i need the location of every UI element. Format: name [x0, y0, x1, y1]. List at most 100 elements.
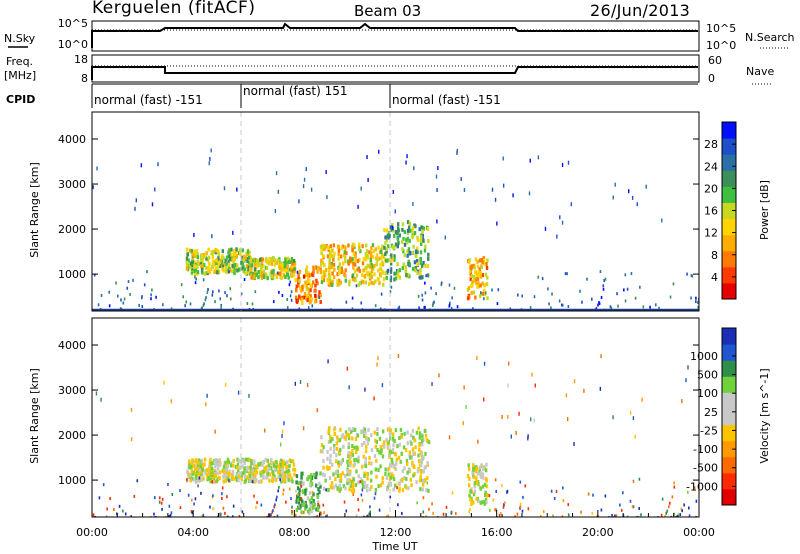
scatter-cell [370, 269, 374, 274]
noise-cell [212, 494, 214, 498]
scatter-cell [208, 261, 211, 266]
scatter-cell [241, 260, 244, 265]
scatter-cell [479, 486, 482, 491]
scatter-cell [268, 466, 271, 471]
scatter-cell [361, 479, 364, 484]
scatter-cell [374, 438, 377, 443]
freq-line [91, 66, 698, 80]
ground-line [92, 308, 699, 311]
scatter-cell [328, 426, 331, 431]
freq-left-tick-0: 18 [74, 53, 88, 66]
scatter-cell [189, 261, 193, 266]
scatter-cell [293, 472, 296, 477]
noise-cell [364, 387, 366, 392]
colorbar-swatch [722, 186, 736, 203]
scatter-cell [472, 463, 475, 468]
noise-cell [668, 505, 670, 509]
noise-cell [211, 480, 214, 484]
scatter-cell [255, 272, 259, 277]
scatter-cell [242, 258, 245, 263]
noise-cell [347, 515, 350, 517]
scatter-cell [328, 476, 332, 481]
scatter-cell [257, 462, 260, 467]
colorbar-swatch [722, 282, 736, 300]
noise-cell [494, 197, 497, 202]
scatter-cell [485, 282, 489, 287]
scatter-cell [417, 426, 420, 431]
scatter-cell [199, 257, 203, 262]
scatter-cell [208, 463, 212, 468]
scatter-cell [222, 479, 225, 484]
scatter-cell [377, 245, 380, 250]
scatter-cell [313, 288, 316, 293]
scatter-cell [292, 462, 296, 467]
noise-cell [171, 492, 174, 496]
scatter-cell [257, 263, 260, 268]
scatter-cell [391, 256, 394, 261]
scatter-cell [399, 427, 403, 432]
scatter-cell [344, 436, 348, 441]
scatter-cell [406, 231, 410, 236]
scatter-cell [296, 298, 300, 303]
scatter-cell [318, 490, 321, 495]
scatter-cell [353, 462, 357, 467]
scatter-cell [367, 271, 371, 276]
scatter-cell [368, 487, 372, 492]
scatter-cell [394, 428, 398, 433]
scatter-cell [379, 464, 382, 469]
scatter-cell [330, 462, 334, 467]
scatter-cell [351, 443, 354, 448]
y-tick-label: 2000 [58, 429, 86, 442]
noise-cell [440, 281, 443, 285]
scatter-cell [392, 432, 395, 437]
scatter-cell [341, 433, 344, 438]
freq-label: Freq. [6, 55, 33, 68]
scatter-cell [272, 256, 276, 261]
scatter-cell [348, 433, 351, 438]
scatter-cell [290, 459, 293, 464]
noise-cell [398, 305, 401, 309]
noise-cell [136, 479, 139, 483]
scatter-cell [282, 479, 286, 484]
scatter-cell [304, 506, 307, 511]
scatter-cell [352, 251, 356, 256]
date-title: 26/Jun/2013 [590, 1, 691, 20]
scatter-cell [191, 259, 194, 264]
noise-cell [352, 493, 355, 497]
scatter-cell [344, 273, 347, 278]
noise-cell [394, 209, 396, 214]
scatter-cell [313, 472, 316, 477]
scatter-cell [297, 497, 300, 502]
scatter-cell [285, 260, 288, 265]
scatter-cell [285, 465, 288, 470]
colorbar-swatch [722, 218, 736, 236]
scatter-cell [291, 259, 294, 264]
scatter-cell [266, 469, 270, 474]
scatter-cell [374, 247, 377, 252]
noise-cell [666, 509, 668, 513]
noise-cell [638, 477, 641, 481]
noise-cell [378, 508, 381, 512]
scatter-cell [393, 254, 396, 259]
scatter-cell [420, 451, 424, 456]
scatter-cell [424, 433, 428, 438]
scatter-cell [196, 255, 200, 260]
scatter-cell [288, 458, 292, 463]
scatter-cell [422, 455, 425, 460]
scatter-cell [478, 468, 481, 473]
scatter-cell [309, 283, 312, 288]
scatter-cell [272, 268, 275, 273]
noise-cell [503, 503, 505, 507]
scatter-cell [330, 261, 333, 266]
scatter-cell [231, 263, 234, 268]
scatter-cell [419, 470, 423, 475]
noise-cell [361, 498, 364, 502]
scatter-cell [294, 295, 298, 300]
noise-cell [642, 305, 645, 309]
beam-title: Beam 03 [354, 2, 422, 20]
scatter-cell [419, 238, 423, 243]
noise-cell [260, 503, 263, 507]
scatter-cell [270, 461, 274, 466]
scatter-cell [397, 273, 400, 278]
